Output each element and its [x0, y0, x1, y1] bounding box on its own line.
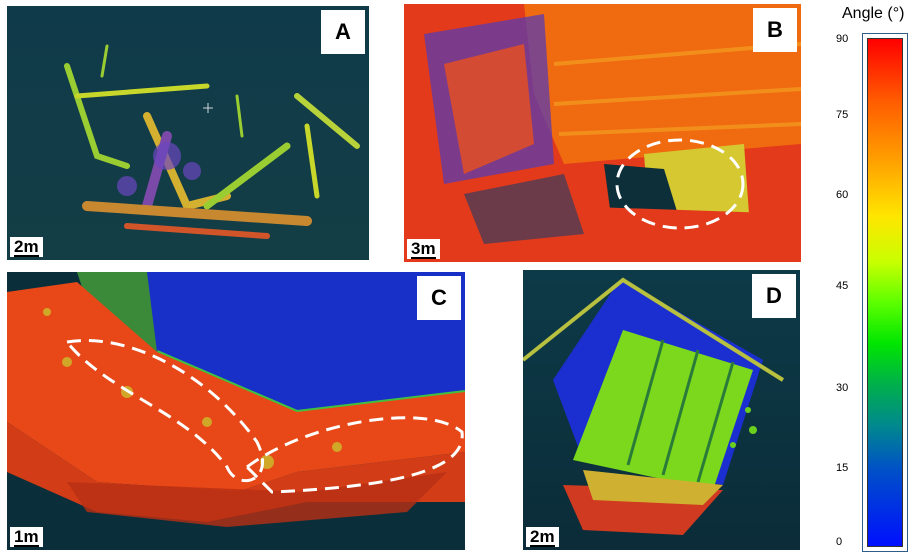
panel-d: D 2m [523, 270, 800, 550]
panel-c: C 1m [7, 272, 465, 550]
colorbar-tick-75: 75 [836, 109, 849, 121]
colorbar-gradient [867, 38, 903, 547]
panel-a: A 2m [7, 6, 369, 260]
colorbar-tick-45: 45 [836, 280, 849, 292]
panel-b-scale-label: 3m [407, 239, 440, 259]
colorbar-tick-30: 30 [836, 382, 849, 394]
panel-b: B 3m [404, 4, 801, 262]
colorbar-tick-60: 60 [836, 189, 849, 201]
panel-b-pointcloud [424, 4, 801, 262]
panel-a-pointcloud [64, 44, 360, 239]
panel-c-pointcloud [7, 272, 465, 527]
panel-d-scale-label: 2m [526, 527, 559, 547]
panel-c-scale-text: 1m [14, 527, 39, 547]
panel-a-scale-label: 2m [10, 237, 43, 257]
panel-c-letter: C [417, 276, 461, 320]
colorbar [862, 33, 908, 552]
colorbar-title: Angle (°) [842, 5, 905, 22]
colorbar-tick-15: 15 [836, 462, 849, 474]
panel-c-scale-label: 1m [10, 527, 43, 547]
panel-a-scale-text: 2m [14, 237, 39, 257]
panel-d-scale-text: 2m [530, 527, 555, 547]
panel-d-letter: D [752, 274, 796, 318]
panel-b-letter: B [753, 8, 797, 52]
panel-a-letter: A [321, 10, 365, 54]
colorbar-tick-90: 90 [836, 33, 849, 45]
panel-b-scale-text: 3m [411, 239, 436, 259]
panel-d-pointcloud [523, 277, 785, 535]
colorbar-tick-0: 0 [836, 536, 843, 548]
